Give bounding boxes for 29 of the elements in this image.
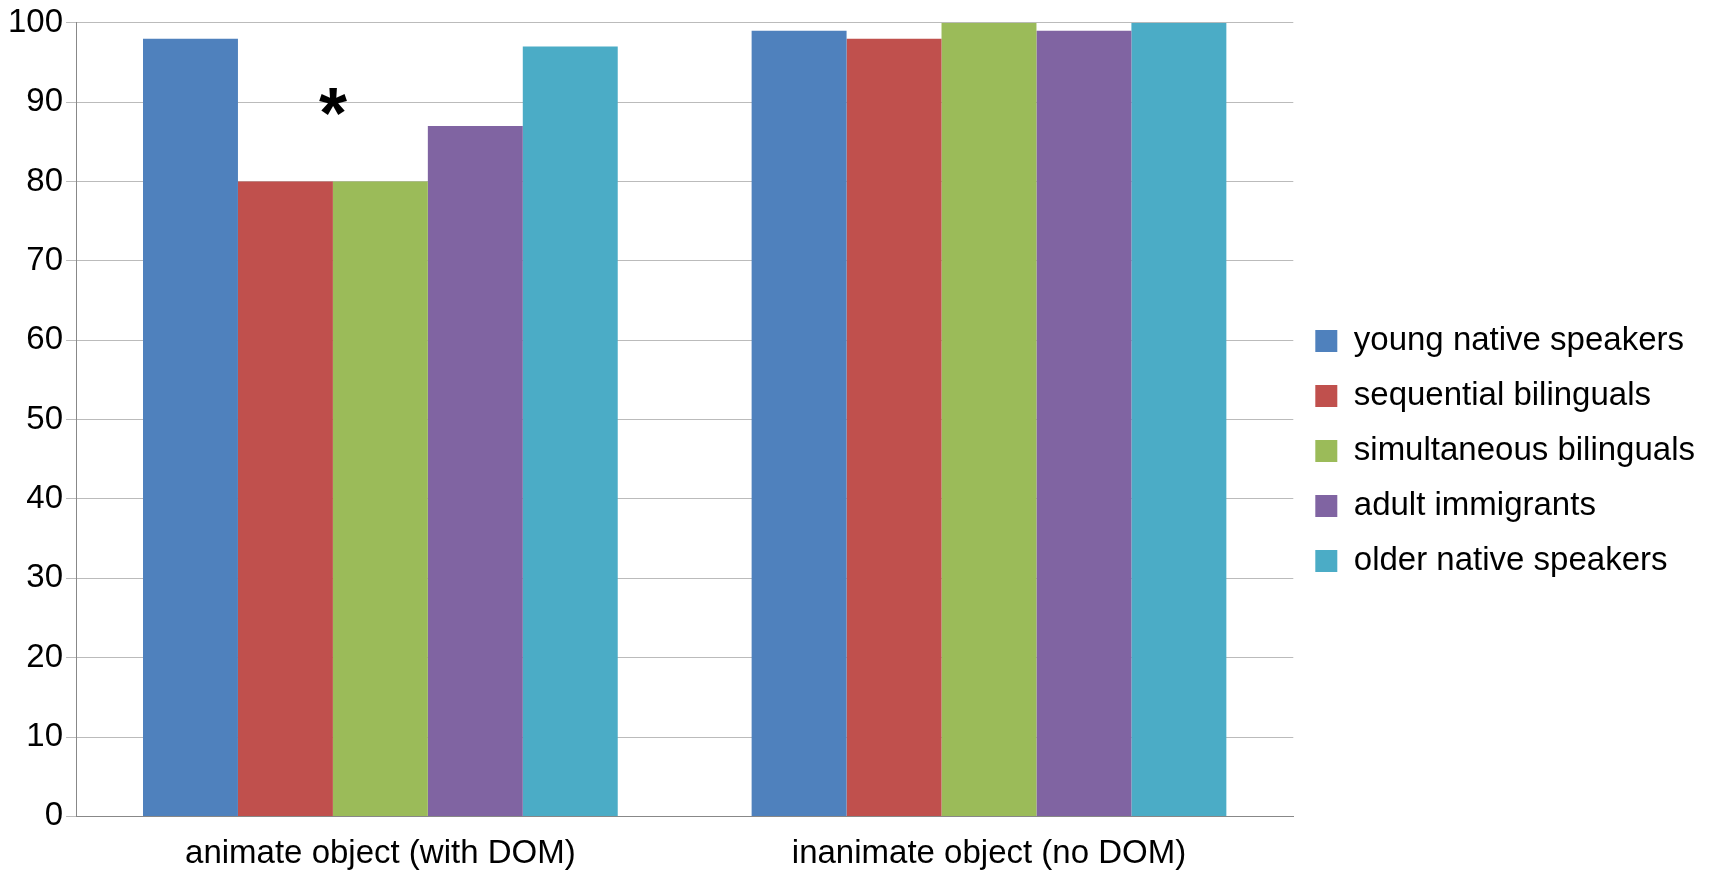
legend-label: adult immigrants xyxy=(1353,485,1596,523)
bar xyxy=(522,46,618,816)
bar xyxy=(427,125,523,816)
y-tick-label: 10 xyxy=(26,716,64,754)
y-tick-label: 0 xyxy=(44,795,64,833)
bar xyxy=(237,181,333,816)
y-tick-label: 20 xyxy=(26,636,64,674)
bar xyxy=(941,22,1037,816)
y-tick-label: 70 xyxy=(26,239,64,277)
legend-label: simultaneous bilinguals xyxy=(1353,430,1695,468)
y-tick-label: 30 xyxy=(26,557,64,595)
legend-label: young native speakers xyxy=(1353,320,1685,358)
bar xyxy=(332,181,428,816)
legend-label: older native speakers xyxy=(1353,540,1668,578)
y-tick-label: 60 xyxy=(26,319,64,357)
x-tick-label: animate object (with DOM) xyxy=(185,833,576,871)
y-tick-label: 80 xyxy=(26,160,64,198)
y-tick-label: 100 xyxy=(8,1,64,39)
y-tick-label: 50 xyxy=(26,398,64,436)
annotation: * xyxy=(318,72,347,153)
x-tick-label: inanimate object (no DOM) xyxy=(791,833,1187,871)
bar xyxy=(751,30,847,816)
bar xyxy=(846,38,942,816)
bar xyxy=(1036,30,1132,816)
legend-label: sequential bilinguals xyxy=(1353,375,1652,413)
y-tick-label: 90 xyxy=(26,81,64,119)
y-tick-label: 40 xyxy=(26,478,64,516)
bar xyxy=(143,38,238,816)
bar xyxy=(1131,22,1227,816)
